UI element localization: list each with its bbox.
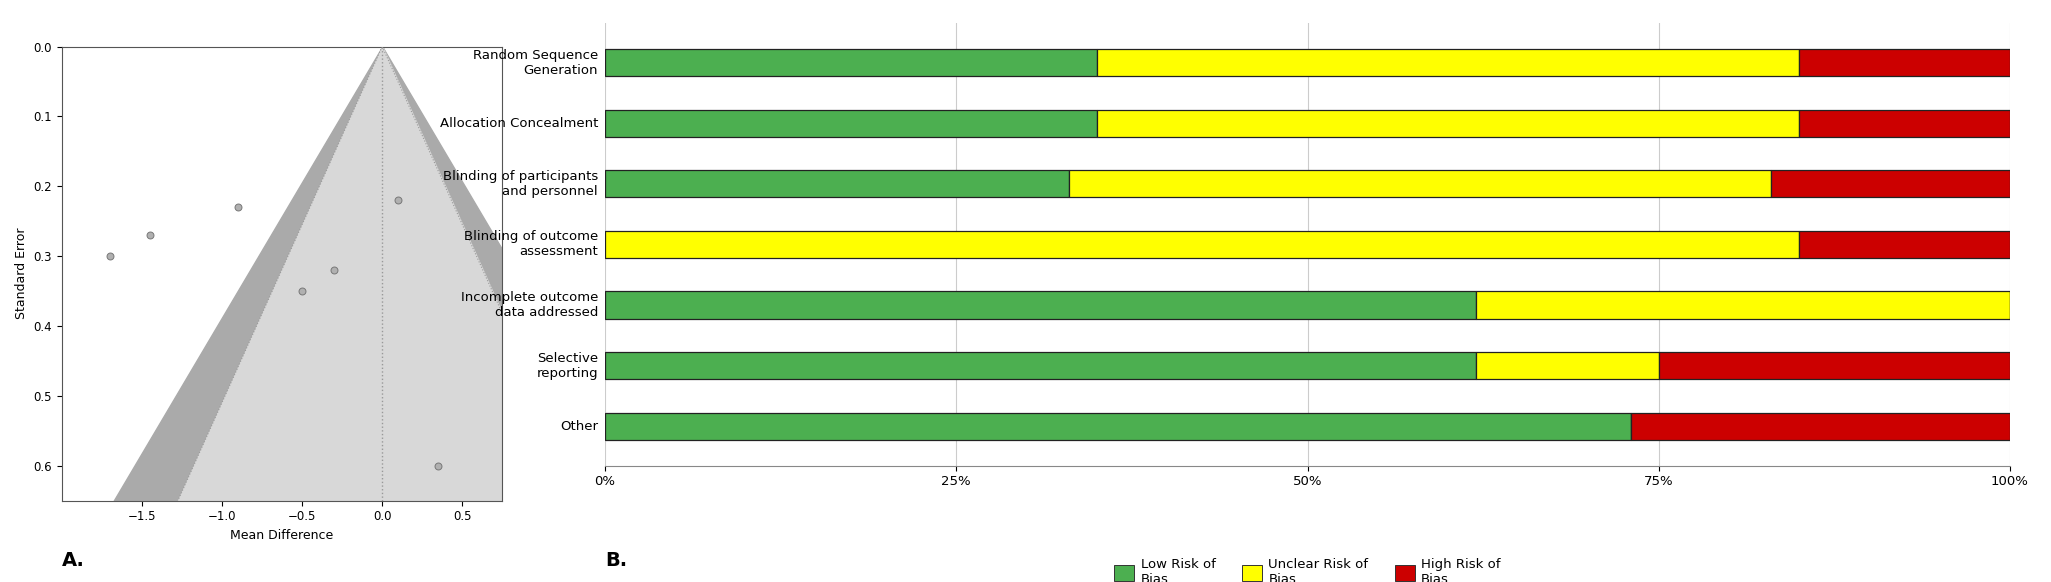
Bar [605,170,1069,197]
Bar [605,413,1631,440]
Bar [605,231,1799,258]
Y-axis label: Standard Error: Standard Error [14,228,27,320]
Legend: Low Risk of
Bias, Unclear Risk of
Bias, High Risk of
Bias: Low Risk of Bias, Unclear Risk of Bias, … [1110,553,1505,582]
Bar [1799,109,2010,137]
Bar [1772,170,2010,197]
Text: A.: A. [62,551,84,570]
Bar [605,292,1477,319]
Bar [605,49,1097,76]
Bar [1477,352,1659,379]
Bar [605,352,1477,379]
Bar [605,109,1097,137]
Bar [1097,49,1799,76]
Bar [1477,292,2010,319]
Bar [1097,109,1799,137]
Bar [1631,413,2010,440]
Bar [1069,170,1772,197]
X-axis label: Mean Difference: Mean Difference [230,529,334,542]
Bar [1799,231,2010,258]
Text: B.: B. [605,551,628,570]
Bar [1799,49,2010,76]
Bar [1659,352,2010,379]
